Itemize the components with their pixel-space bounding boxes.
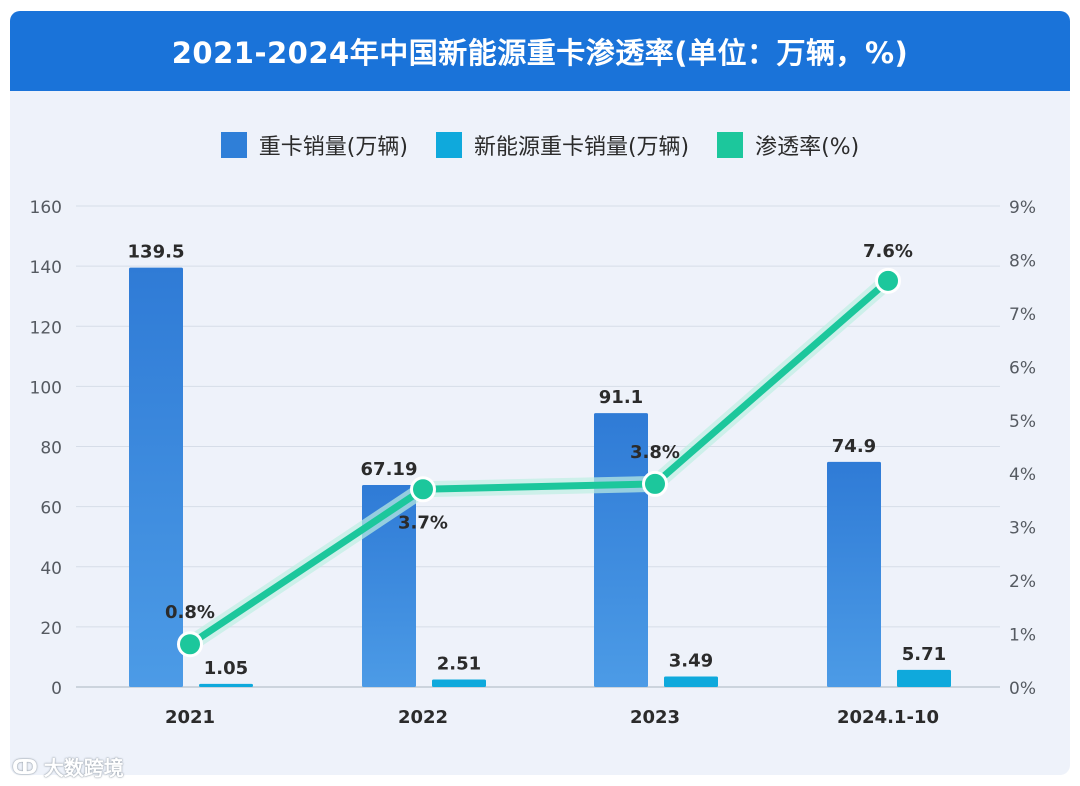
legend-item-penetration-rate: 渗透率(%) bbox=[717, 129, 859, 161]
data-label-nev-heavy-truck-sales: 3.49 bbox=[669, 651, 713, 672]
data-label-heavy-truck-sales: 74.9 bbox=[832, 436, 876, 457]
y-right-tick-label: 6% bbox=[1009, 358, 1036, 378]
legend-item-heavy-truck-sales: 重卡销量(万辆) bbox=[220, 129, 408, 161]
data-label-heavy-truck-sales: 139.5 bbox=[128, 242, 185, 263]
watermark: ↀ 大数跨境 bbox=[12, 752, 124, 781]
data-label-nev-heavy-truck-sales: 2.51 bbox=[437, 653, 481, 674]
y-left-tick-label: 120 bbox=[30, 318, 62, 338]
bar-heavy-truck-sales bbox=[827, 461, 881, 687]
legend-swatch-nev-heavy-truck-sales bbox=[435, 132, 462, 158]
watermark-logo-icon: ↀ bbox=[12, 754, 38, 779]
penetration-point bbox=[875, 267, 901, 294]
data-label-nev-heavy-truck-sales: 1.05 bbox=[204, 658, 248, 679]
y-right-tick-label: 9% bbox=[1009, 198, 1036, 218]
data-label-penetration-rate: 0.8% bbox=[165, 602, 215, 623]
y-right-tick-label: 3% bbox=[1009, 519, 1036, 539]
legend: 重卡销量(万辆) 新能源重卡销量(万辆) 渗透率(%) bbox=[10, 129, 1070, 161]
data-label-penetration-rate: 3.7% bbox=[398, 512, 448, 533]
bar-nev-heavy-truck-sales bbox=[897, 669, 951, 687]
legend-swatch-penetration-rate bbox=[717, 132, 744, 158]
y-left-tick-label: 140 bbox=[30, 258, 62, 278]
y-left-tick-label: 20 bbox=[40, 619, 62, 639]
bar-nev-heavy-truck-sales bbox=[199, 683, 253, 687]
penetration-line-glow bbox=[182, 272, 896, 653]
penetration-point bbox=[177, 631, 203, 658]
bar-heavy-truck-sales bbox=[362, 485, 416, 687]
y-right-tick-label: 1% bbox=[1009, 626, 1036, 646]
data-label-penetration-rate: 3.8% bbox=[630, 442, 680, 463]
x-tick-label: 2022 bbox=[398, 707, 448, 728]
y-left-tick-label: 40 bbox=[40, 559, 62, 579]
data-label-nev-heavy-truck-sales: 5.71 bbox=[902, 644, 946, 665]
penetration-line bbox=[177, 267, 901, 658]
bar-nev-heavy-truck-sales bbox=[432, 679, 486, 687]
chart-title: 2021-2024年中国新能源重卡渗透率(单位：万辆，%) bbox=[171, 36, 909, 70]
y-right-tick-label: 8% bbox=[1009, 251, 1036, 271]
y-right-tick-label: 5% bbox=[1009, 412, 1036, 432]
y-left-tick-label: 100 bbox=[30, 378, 62, 398]
bar-heavy-truck-sales bbox=[129, 267, 183, 687]
data-labels: 139.5 67.19 91.1 74.9 1.05 2.51 3.49 5.71 0.8% 3.… bbox=[128, 241, 947, 679]
y-right-tick-label: 4% bbox=[1009, 465, 1036, 485]
y-right-tick-label: 2% bbox=[1009, 572, 1036, 592]
penetration-point bbox=[642, 470, 668, 497]
y-left-tick-label: 160 bbox=[30, 198, 62, 218]
y-right-tick-label: 7% bbox=[1009, 305, 1036, 325]
legend-swatch-heavy-truck-sales bbox=[220, 132, 247, 158]
y-right-tick-label: 0% bbox=[1009, 679, 1036, 699]
penetration-line-path bbox=[186, 277, 892, 648]
y-left-tick-label: 60 bbox=[40, 499, 62, 519]
title-bar: 2021-2024年中国新能源重卡渗透率(单位：万辆，%) bbox=[10, 11, 1070, 91]
x-tick-label: 2024.1-10 bbox=[837, 707, 939, 728]
watermark-text: 大数跨境 bbox=[43, 756, 124, 780]
y-left-tick-label: 80 bbox=[40, 439, 62, 459]
axes: 0 20 40 60 80 100 120 140 160 0% 1% 2% 3% 4% 5% 6% 7% 8% 9… bbox=[30, 198, 1036, 728]
bar-nev-heavy-truck-sales bbox=[664, 676, 718, 687]
x-tick-label: 2023 bbox=[630, 707, 680, 728]
legend-item-nev-heavy-truck-sales: 新能源重卡销量(万辆) bbox=[435, 129, 690, 161]
legend-label-nev-heavy-truck-sales: 新能源重卡销量(万辆) bbox=[473, 135, 690, 160]
y-left-tick-label: 0 bbox=[51, 679, 62, 699]
data-label-heavy-truck-sales: 91.1 bbox=[599, 387, 643, 408]
data-label-heavy-truck-sales: 67.19 bbox=[361, 459, 418, 480]
x-tick-label: 2021 bbox=[165, 707, 215, 728]
data-label-penetration-rate: 7.6% bbox=[863, 241, 913, 262]
penetration-point bbox=[410, 476, 436, 503]
legend-label-penetration-rate: 渗透率(%) bbox=[755, 135, 860, 160]
legend-label-heavy-truck-sales: 重卡销量(万辆) bbox=[258, 135, 408, 160]
